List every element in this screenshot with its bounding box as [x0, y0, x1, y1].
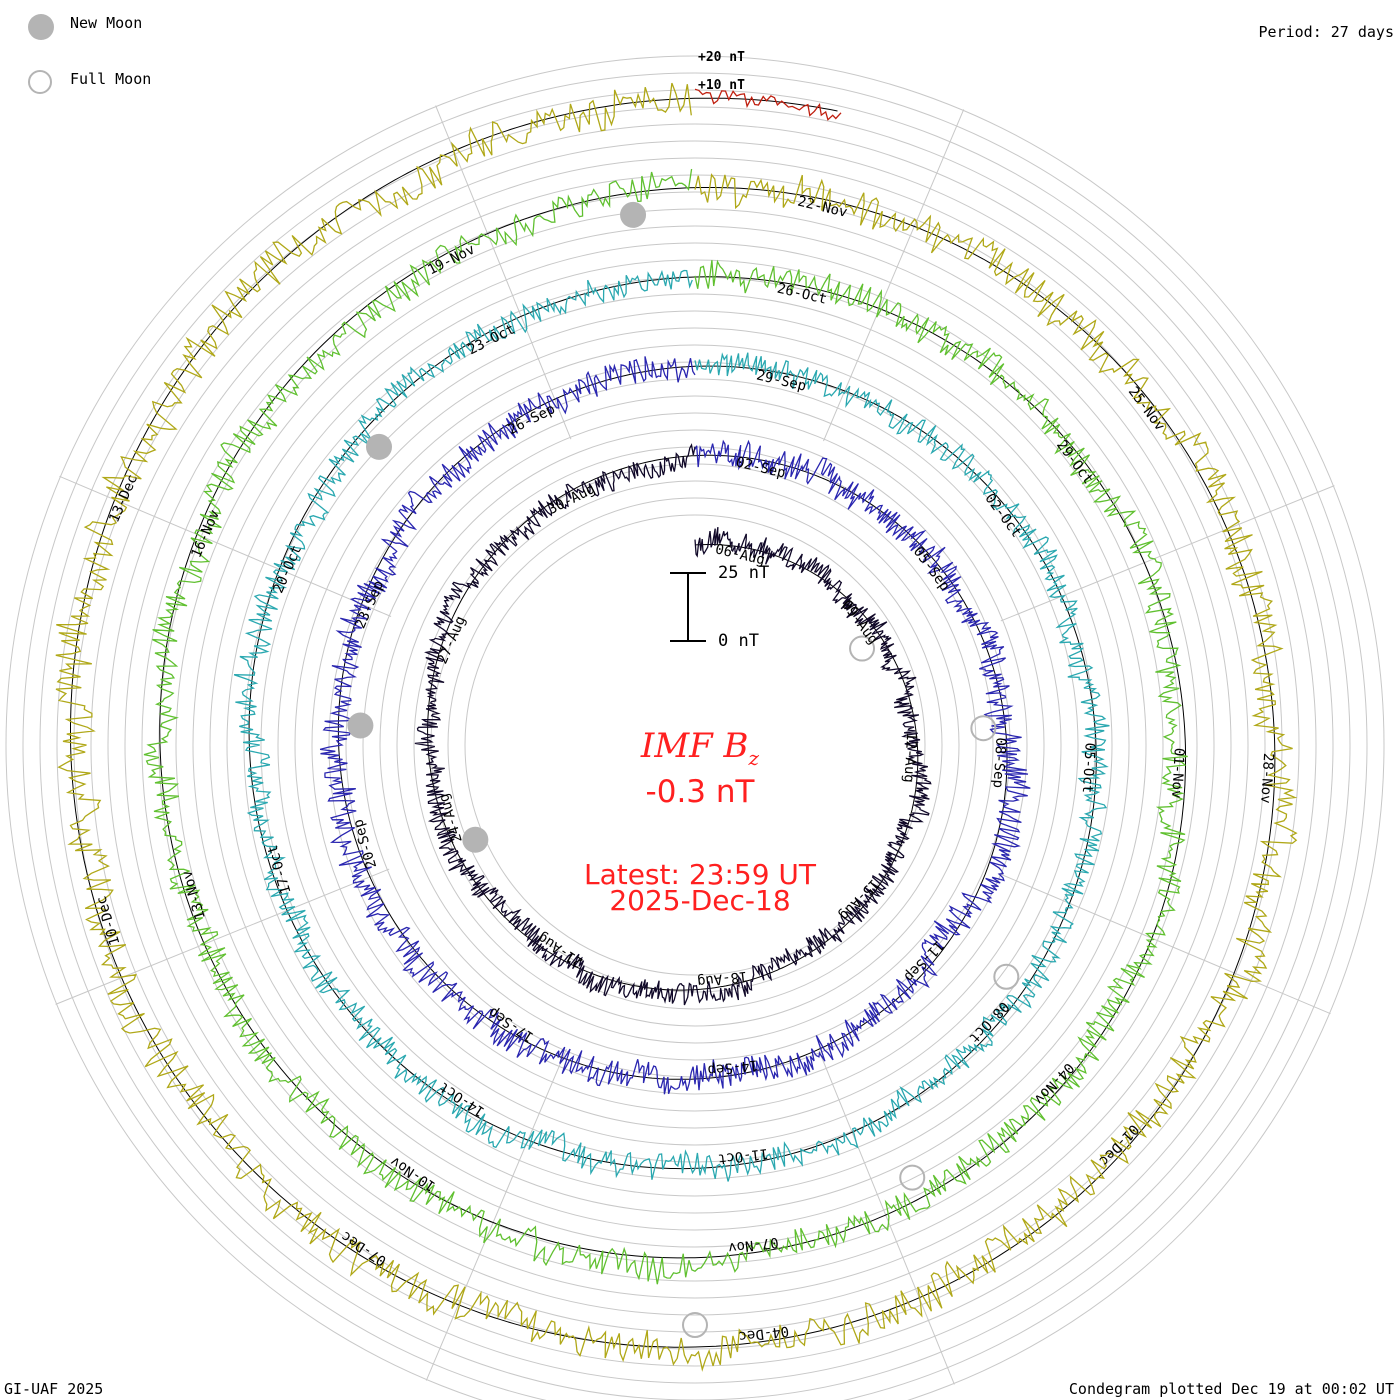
date-label: 01-Nov — [1168, 747, 1187, 798]
grid-spoke — [1000, 485, 1335, 622]
date-label: 14-Sep — [707, 1056, 759, 1078]
grid-ring — [5, 55, 1385, 1400]
date-label: 02-Oct — [981, 491, 1024, 541]
grid-ring — [56, 106, 1334, 1384]
date-label: 08-Sep — [990, 737, 1009, 788]
grid-ring — [447, 497, 943, 993]
quantity-title: IMF Bz — [0, 726, 1400, 770]
scale-label-10: +10 nT — [698, 78, 745, 93]
series-trace-cycle-1 — [414, 443, 932, 1006]
credit-text: GI-UAF 2025 — [4, 1380, 104, 1398]
full-moon-label: Full Moon — [70, 70, 152, 88]
moon-markers — [347, 201, 1020, 1339]
plotted-text: Condegram plotted Dec 19 at 00:02 UT — [1068, 1380, 1394, 1398]
grid-ring — [158, 208, 1232, 1282]
full-moon-symbol — [28, 70, 52, 94]
new-moon-marker — [462, 826, 489, 853]
new-moon-marker — [366, 433, 393, 460]
quantity-subscript: z — [748, 745, 760, 770]
series-trace-cycle-3 — [233, 269, 1110, 1182]
grid-spoke — [998, 873, 1331, 1015]
grid-ring — [430, 480, 960, 1010]
grid-layer — [5, 55, 1385, 1400]
date-label: 12-Aug — [900, 732, 919, 783]
full-moon-marker — [970, 715, 997, 742]
grid-spoke — [818, 1050, 955, 1385]
grid-ring — [464, 514, 926, 976]
latest-value: -0.3 nT — [645, 774, 755, 810]
grid-ring — [90, 140, 1300, 1350]
full-moon-marker — [993, 963, 1020, 990]
grid-ring — [277, 327, 1113, 1163]
new-moon-label: New Moon — [70, 14, 143, 32]
series-trace-cycle-4 — [143, 168, 1188, 1285]
date-label: 30-Aug — [546, 481, 598, 518]
date-label: 04-Dec — [738, 1322, 790, 1344]
series-trace-cycle-6 — [694, 88, 842, 121]
grid-ring — [379, 429, 1011, 1061]
grid-ring — [209, 259, 1181, 1231]
new-moon-symbol — [28, 14, 54, 40]
date-label: 26-Sep — [505, 401, 557, 438]
date-label: 26-Oct — [775, 281, 828, 308]
latest-date: 2025-Dec-18 — [609, 884, 791, 917]
series-trace-cycle-5 — [55, 82, 1298, 1372]
grid-ring — [345, 395, 1045, 1095]
grid-ring — [175, 225, 1215, 1265]
grid-ring — [192, 242, 1198, 1248]
date-label: 19-Nov — [425, 241, 477, 278]
grid-ring — [22, 72, 1368, 1400]
grid-spoke — [59, 475, 392, 617]
date-label: 11-Oct — [717, 1145, 769, 1167]
grid-ring — [294, 344, 1096, 1146]
full-moon-marker — [899, 1164, 926, 1191]
grid-ring — [260, 310, 1130, 1180]
new-moon-marker — [620, 201, 647, 228]
date-label: 01-Dec — [1095, 1121, 1141, 1169]
grid-spoke — [55, 868, 390, 1005]
quantity-label: IMF B — [640, 726, 749, 766]
series-trace-cycle-2 — [319, 356, 1031, 1095]
grid-ring — [243, 293, 1147, 1197]
grid-ring — [362, 412, 1028, 1078]
date-label: 25-Nov — [1125, 384, 1168, 434]
latest-time: Latest: 23:59 UT — [583, 858, 817, 891]
date-label: 18-Aug — [696, 968, 748, 990]
date-label: 05-Oct — [1079, 742, 1098, 793]
grid-ring — [141, 191, 1249, 1299]
grid-ring — [39, 89, 1351, 1400]
scale-bar-top-label: 25 nT — [718, 563, 770, 583]
full-moon-marker — [849, 635, 876, 662]
date-label: 07-Nov — [727, 1234, 779, 1256]
scale-label-20: +20 nT — [698, 50, 745, 65]
date-label: 08-Oct — [966, 998, 1012, 1046]
full-moon-marker — [682, 1312, 708, 1339]
grid-ring — [124, 174, 1266, 1316]
date-label: 16-Nov — [188, 508, 223, 561]
period-text: Period: 27 days — [1258, 23, 1394, 41]
grid-ring — [413, 463, 977, 1027]
grid-spoke — [823, 109, 965, 442]
new-moon-marker — [347, 712, 374, 739]
grid-spoke — [435, 105, 572, 440]
scale-bar-bottom-label: 0 nT — [718, 631, 759, 651]
date-label: 28-Nov — [1257, 753, 1276, 804]
traces-layer — [55, 82, 1298, 1372]
grid-ring — [328, 378, 1062, 1112]
zero-baseline — [70, 97, 1276, 1348]
grid-ring — [73, 123, 1317, 1367]
grid-spoke — [425, 1048, 567, 1381]
